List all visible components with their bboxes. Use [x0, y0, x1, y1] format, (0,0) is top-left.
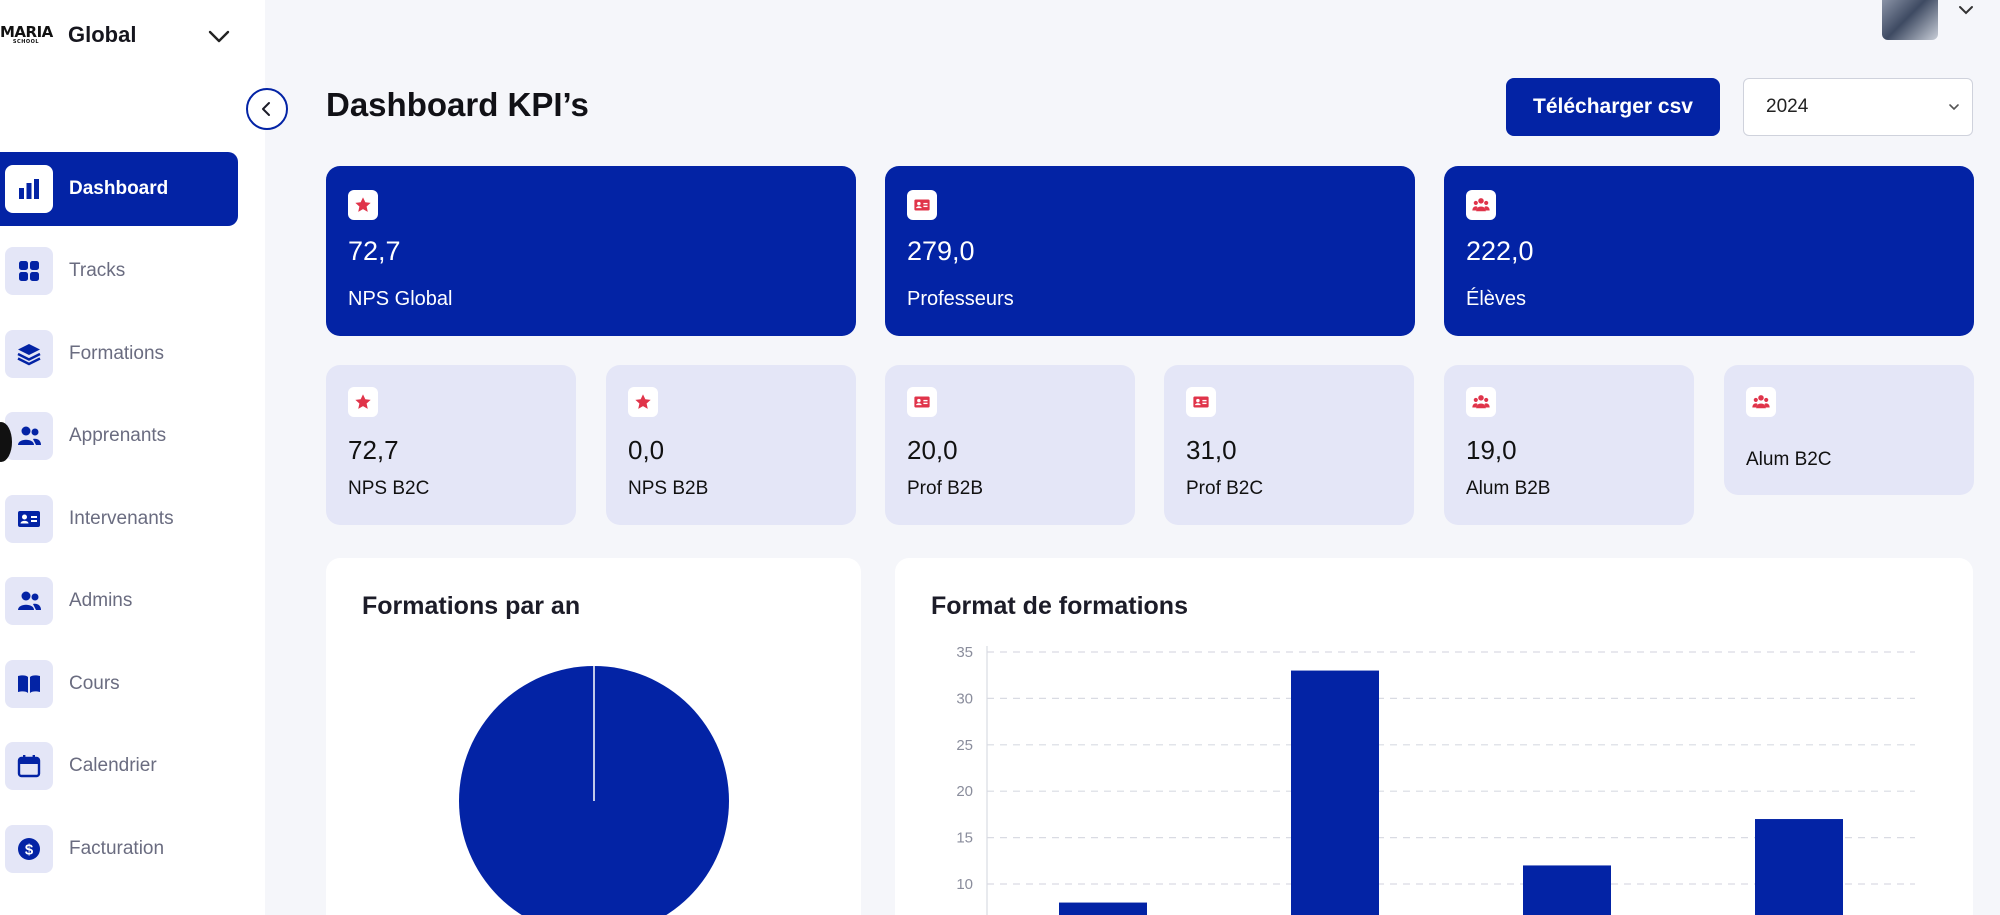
dollar-icon: $ — [5, 825, 53, 873]
kpi-label: NPS Global — [348, 288, 453, 310]
page-title: Dashboard KPI’s — [326, 86, 589, 123]
chart-title: Formations par an — [362, 592, 581, 620]
sidebar-item-facturation[interactable]: $ Facturation — [0, 812, 238, 886]
layers-icon — [5, 330, 53, 378]
kpi-label: Prof B2C — [1186, 478, 1264, 499]
id-card-icon — [907, 387, 937, 417]
sidebar-item-apprenants[interactable]: Apprenants — [0, 399, 238, 473]
users-icon — [5, 577, 53, 625]
sidebar-item-label: Facturation — [69, 838, 165, 859]
kpi-card-prof-b2c: 31,0 Prof B2C — [1164, 365, 1414, 525]
sidebar-item-label: Admins — [69, 590, 133, 611]
kpi-value: 31,0 — [1186, 435, 1237, 465]
y-tick-label: 10 — [956, 876, 973, 893]
sidebar-item-formations[interactable]: Formations — [0, 317, 238, 391]
y-tick-label: 30 — [956, 690, 973, 707]
kpi-value: 20,0 — [907, 435, 958, 465]
y-tick-label: 20 — [956, 783, 973, 800]
year-select-value: 2024 — [1766, 96, 1809, 117]
kpi-card-nps-global: 72,7 NPS Global — [326, 166, 856, 336]
sidebar-item-label: Dashboard — [69, 178, 169, 199]
users-icon — [1466, 387, 1496, 417]
sidebar-item-label: Calendrier — [69, 755, 157, 776]
avatar[interactable] — [1882, 0, 1938, 40]
bar[interactable] — [1523, 865, 1611, 915]
kpi-label: Alum B2C — [1746, 449, 1832, 470]
users-icon — [1466, 190, 1496, 220]
bar-chart: 10 15 20 25 30 35 — [956, 644, 1915, 915]
kpi-card-prof-b2b: 20,0 Prof B2B — [885, 365, 1135, 525]
kpi-card-nps-b2c: 72,7 NPS B2C — [326, 365, 576, 525]
collapse-sidebar-button[interactable] — [246, 88, 288, 130]
kpi-card-nps-b2b: 0,0 NPS B2B — [606, 365, 856, 525]
pie-chart — [459, 666, 729, 915]
kpi-label: NPS B2C — [348, 478, 430, 499]
kpi-label: Professeurs — [907, 288, 1014, 310]
workspace-name: Global — [68, 22, 137, 47]
bar[interactable] — [1755, 819, 1843, 915]
kpi-value: 222,0 — [1466, 236, 1534, 266]
sidebar-item-label: Cours — [69, 673, 120, 694]
mouse-cursor — [0, 422, 12, 462]
y-tick-label: 35 — [956, 644, 973, 661]
download-csv-button[interactable]: Télécharger csv — [1506, 78, 1720, 136]
users-icon — [5, 412, 53, 460]
id-card-icon — [1186, 387, 1216, 417]
kpi-value: 0,0 — [628, 435, 665, 465]
bar[interactable] — [1291, 670, 1379, 915]
sidebar-item-label: Tracks — [69, 260, 126, 281]
kpi-label: Élèves — [1466, 288, 1527, 310]
star-icon — [628, 387, 658, 417]
kpi-label: Alum B2B — [1466, 478, 1551, 499]
sidebar-item-intervenants[interactable]: Intervenants — [0, 482, 238, 556]
kpi-label: NPS B2B — [628, 478, 709, 499]
kpi-card-professeurs: 279,0 Professeurs — [885, 166, 1415, 336]
y-tick-label: 25 — [956, 737, 973, 754]
chevron-down-icon — [1949, 104, 1959, 111]
users-icon — [1746, 387, 1776, 417]
sidebar-item-tracks[interactable]: Tracks — [0, 234, 238, 308]
calendar-icon — [5, 742, 53, 790]
id-card-icon — [907, 190, 937, 220]
pie-chart-panel: Formations par an — [326, 558, 861, 915]
kpi-card-alum-b2c: Alum B2C — [1724, 365, 1974, 495]
kpi-card-eleves: 222,0 Élèves — [1444, 166, 1974, 336]
kpi-value: 72,7 — [348, 236, 401, 266]
sidebar-item-label: Formations — [69, 343, 165, 364]
sidebar-item-cours[interactable]: Cours — [0, 647, 238, 721]
kpi-value: 279,0 — [907, 236, 975, 266]
svg-text:$: $ — [25, 842, 34, 859]
chevron-down-icon[interactable] — [205, 22, 233, 50]
y-tick-label: 15 — [956, 830, 973, 847]
chevron-left-icon — [262, 102, 270, 116]
kpi-label: Prof B2B — [907, 478, 984, 499]
sidebar-item-admins[interactable]: Admins — [0, 564, 238, 638]
sidebar: MARIA SCHOOL Global Dashboard Tracks For… — [0, 0, 265, 915]
brand-switcher[interactable]: MARIA SCHOOL Global — [0, 18, 240, 52]
bar[interactable] — [1059, 902, 1147, 915]
star-icon — [348, 387, 378, 417]
year-select[interactable]: 2024 — [1743, 78, 1973, 136]
chart-title: Format de formations — [931, 592, 1188, 620]
sidebar-item-calendrier[interactable]: Calendrier — [0, 729, 238, 803]
bar-chart-panel: Format de formations 10 15 20 25 30 35 — [895, 558, 1973, 915]
logo: MARIA SCHOOL — [0, 23, 53, 46]
grid-icon — [5, 247, 53, 295]
kpi-card-alum-b2b: 19,0 Alum B2B — [1444, 365, 1694, 525]
sidebar-item-label: Apprenants — [69, 425, 167, 446]
id-card-icon — [5, 495, 53, 543]
star-icon — [348, 190, 378, 220]
book-icon — [5, 660, 53, 708]
kpi-value: 72,7 — [348, 435, 399, 465]
sidebar-item-label: Intervenants — [69, 508, 174, 529]
bar-chart-icon — [5, 165, 53, 213]
kpi-value: 19,0 — [1466, 435, 1517, 465]
chevron-down-icon[interactable] — [1955, 0, 1977, 22]
sidebar-item-dashboard[interactable]: Dashboard — [0, 152, 238, 226]
